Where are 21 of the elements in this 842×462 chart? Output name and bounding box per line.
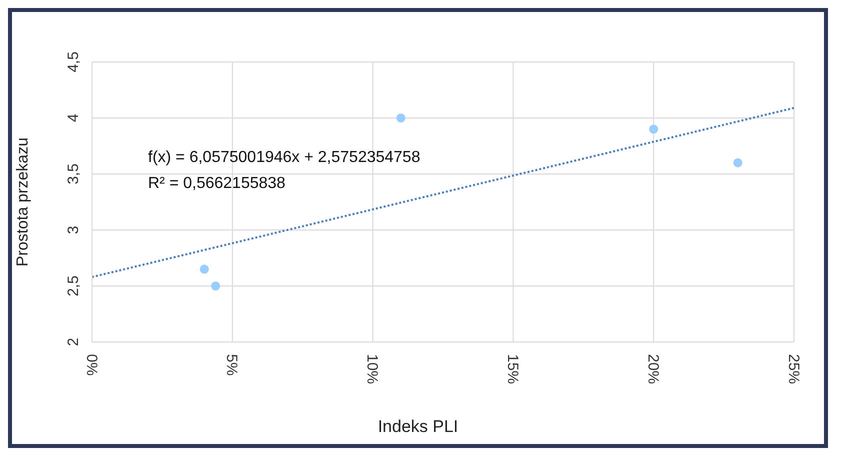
x-tick-label: 25%	[784, 354, 802, 384]
annotation: R² = 0,5662155838	[148, 174, 286, 194]
point	[211, 281, 220, 291]
x-tick-label: 20%	[644, 354, 662, 384]
y-tick-label: 2,5	[65, 276, 82, 296]
x-axis-title: Indeks PLI	[376, 417, 460, 437]
y-tick-label: 4,5	[65, 52, 82, 72]
y-tick-label: 3	[65, 226, 82, 234]
point	[200, 264, 209, 274]
y-tick-label: 2	[65, 338, 82, 346]
point	[649, 124, 658, 134]
x-tick-label: 0%	[82, 354, 100, 376]
y-tick-label: 4	[65, 114, 82, 122]
point	[733, 158, 742, 168]
x-tick-label: 15%	[504, 354, 521, 384]
point	[396, 113, 406, 123]
y-axis-title: Prostota przekazu	[14, 138, 32, 266]
x-tick-label: 10%	[364, 354, 381, 384]
y-tick-label: 3,5	[65, 164, 82, 184]
x-tick-label: 5%	[223, 354, 240, 376]
annotation: f(x) = 6,0575001946x + 2,5752354758	[148, 148, 420, 168]
